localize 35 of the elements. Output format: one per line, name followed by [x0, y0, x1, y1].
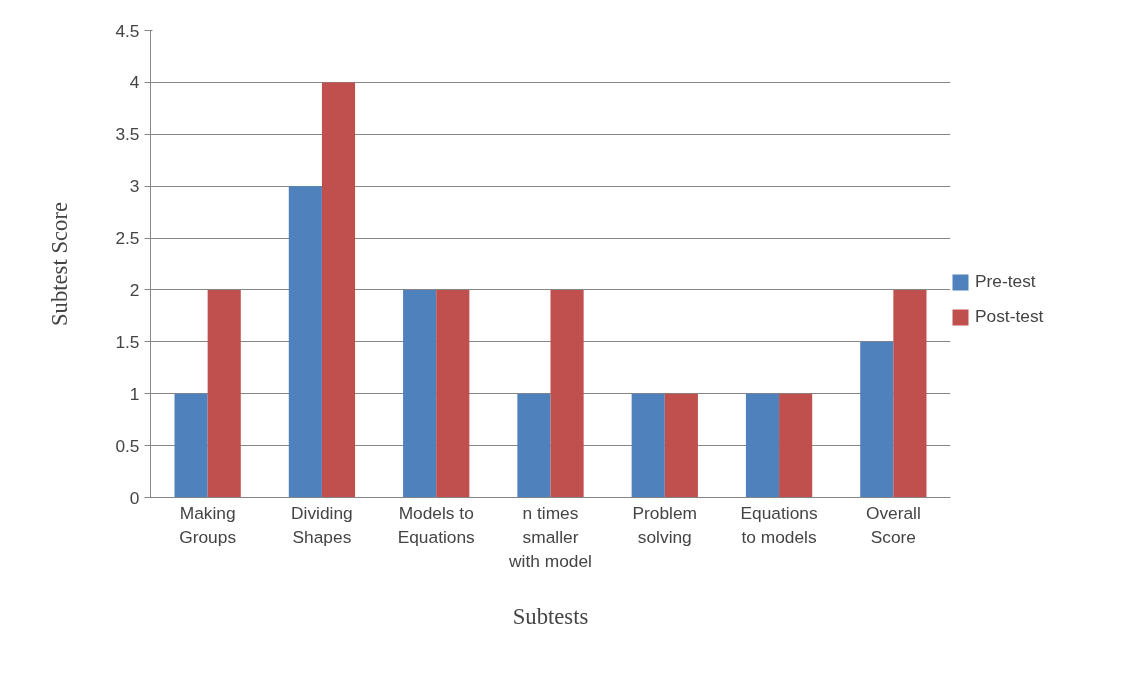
bar: [207, 289, 241, 498]
y-tick-label: 0: [129, 487, 140, 508]
bar: [550, 289, 584, 498]
y-tick-label: 1: [129, 383, 140, 404]
bar: [403, 289, 437, 498]
y-tick-label: 2.5: [115, 228, 140, 249]
bar: [745, 393, 780, 498]
legend-label: Post-test: [975, 306, 1044, 327]
bar: [288, 186, 322, 498]
y-tick-label: 2: [129, 279, 140, 300]
y-tick-label: 3.5: [115, 124, 140, 145]
bar: [779, 393, 813, 498]
y-axis-title: Subtest Score: [47, 202, 73, 326]
x-tick-label: Equations to models: [740, 502, 818, 547]
x-axis-title: Subtests: [512, 603, 589, 629]
bar: [631, 393, 665, 498]
x-tick-label: Dividing Shapes: [291, 502, 353, 547]
x-tick-label: n times smaller with model: [508, 502, 592, 571]
bar: [860, 341, 894, 498]
x-tick-label: Models to Equations: [397, 502, 476, 547]
bar: [517, 393, 551, 498]
bar: [664, 393, 698, 498]
x-tick-label: Overall Score: [865, 502, 921, 547]
bar: [436, 289, 470, 498]
bar: [174, 393, 208, 498]
y-tick-label: 1.5: [115, 331, 140, 352]
y-tick-label: 4.5: [115, 20, 140, 41]
legend-label: Pre-test: [975, 271, 1036, 292]
y-tick-label: 0.5: [115, 435, 140, 456]
y-tick-label: 4: [129, 72, 140, 93]
x-tick-label: Problem solving: [632, 502, 698, 547]
x-tick-label: Making Groups: [179, 502, 237, 547]
bar: [321, 82, 356, 498]
bar: [893, 289, 927, 498]
y-tick-label: 3: [129, 176, 140, 197]
